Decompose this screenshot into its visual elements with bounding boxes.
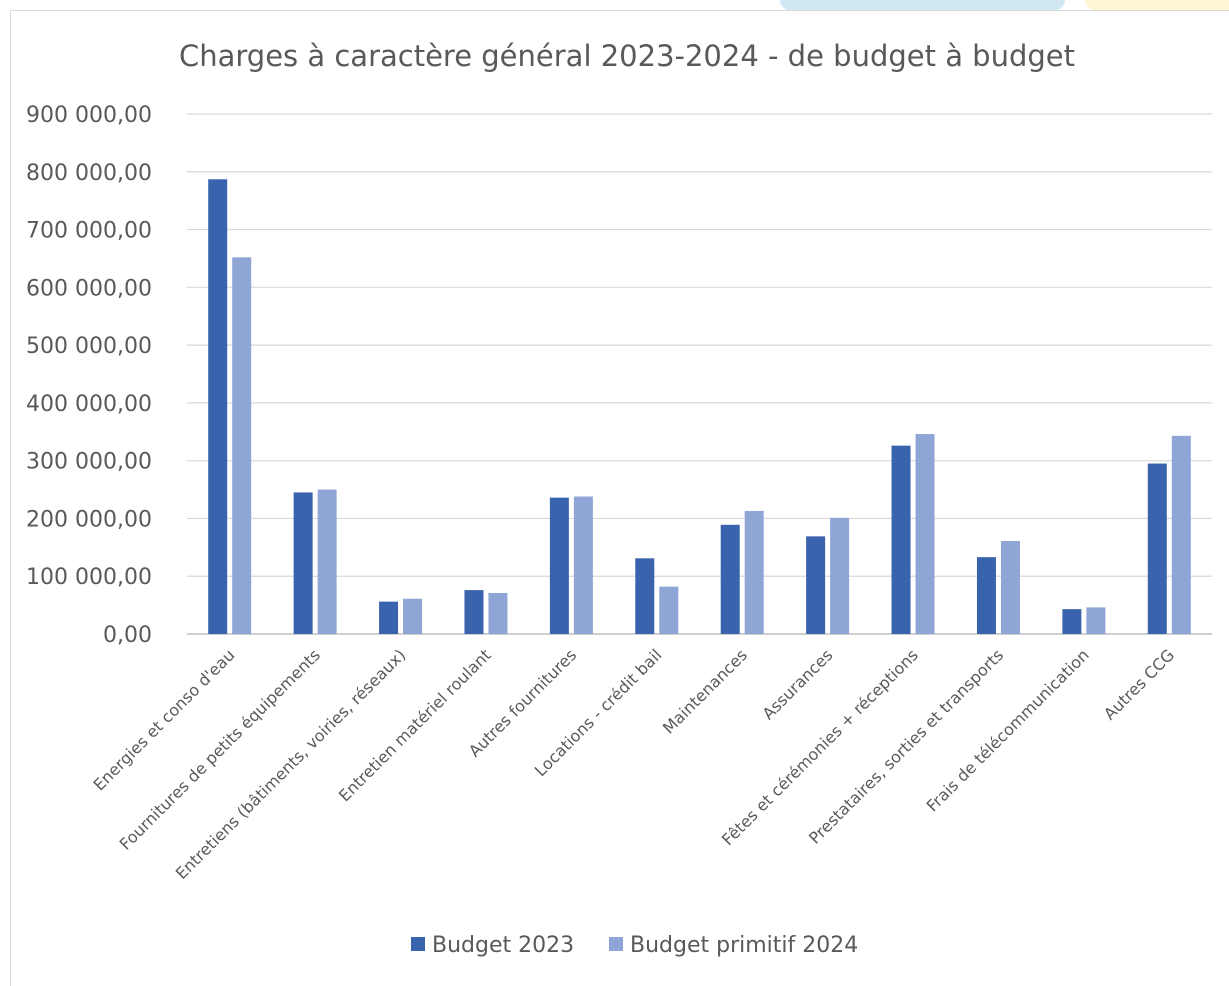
x-tick-label: Frais de télécommunication: [923, 645, 1093, 815]
legend-swatch: [609, 937, 623, 951]
legend-label: Budget 2023: [432, 933, 574, 958]
bar-budget-primitif-2024: [1000, 540, 1020, 634]
bar-budget-2023: [635, 558, 655, 634]
y-tick-label: 500 000,00: [26, 334, 152, 359]
decorative-top-band-yellow: [1085, 0, 1229, 10]
y-tick-label: 200 000,00: [26, 507, 152, 532]
y-tick-label: 0,00: [103, 623, 152, 648]
legend: Budget 2023 Budget primitif 2024: [411, 933, 858, 958]
bar-budget-primitif-2024: [744, 510, 764, 634]
y-tick-label: 700 000,00: [26, 219, 152, 244]
bar-budget-primitif-2024: [488, 592, 508, 634]
bar-budget-2023: [379, 601, 399, 634]
bar-budget-primitif-2024: [659, 586, 679, 634]
bar-budget-2023: [464, 590, 484, 634]
bar-budget-primitif-2024: [232, 257, 252, 634]
legend-swatch: [411, 937, 425, 951]
bar-budget-2023: [208, 179, 228, 635]
bar-budget-primitif-2024: [403, 598, 423, 634]
bar-budget-2023: [1062, 609, 1082, 634]
x-tick-label: Autres CCG: [1100, 645, 1178, 723]
x-tick-label: Maintenances: [659, 645, 751, 737]
bar-budget-primitif-2024: [830, 517, 850, 634]
bar-budget-2023: [976, 557, 996, 634]
y-tick-label: 100 000,00: [26, 565, 152, 590]
bar-budget-primitif-2024: [1086, 607, 1106, 634]
bar-budget-primitif-2024: [317, 489, 337, 634]
x-tick-label: Assurances: [758, 645, 836, 723]
legend-label: Budget primitif 2024: [630, 933, 858, 958]
bar-budget-primitif-2024: [573, 496, 593, 634]
x-tick-label: Energies et conso d'eau: [90, 645, 239, 794]
decorative-top-band-blue: [780, 0, 1065, 10]
bar-budget-primitif-2024: [915, 434, 935, 634]
bar-budget-2023: [720, 524, 740, 634]
bars: [208, 179, 1191, 635]
y-tick-label: 900 000,00: [26, 103, 152, 128]
bar-budget-2023: [806, 536, 826, 634]
x-tick-label: Entretien matériel roulant: [335, 645, 495, 805]
bar-budget-2023: [293, 492, 313, 634]
y-tick-label: 800 000,00: [26, 161, 152, 186]
bar-budget-primitif-2024: [1171, 435, 1191, 634]
y-tick-label: 600 000,00: [26, 276, 152, 301]
grid-lines: [187, 113, 1212, 635]
y-tick-label: 300 000,00: [26, 450, 152, 475]
bar-budget-2023: [1147, 463, 1167, 634]
bar-budget-2023: [891, 445, 911, 634]
chart-title: Charges à caractère général 2023-2024 - …: [179, 39, 1075, 73]
y-axis-tick-labels: 0,00 100 000,00 200 000,00 300 000,00 400 00…: [26, 103, 152, 648]
y-tick-label: 400 000,00: [26, 392, 152, 417]
bar-budget-2023: [549, 497, 569, 634]
